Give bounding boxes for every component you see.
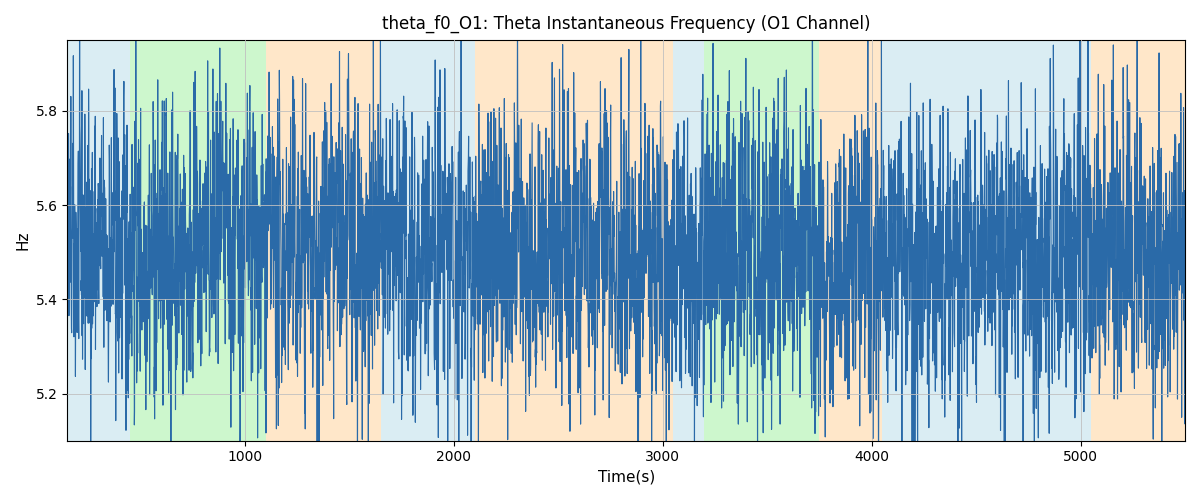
- Title: theta_f0_O1: Theta Instantaneous Frequency (O1 Channel): theta_f0_O1: Theta Instantaneous Frequen…: [382, 15, 870, 34]
- Bar: [1091, 40, 1184, 440]
- Bar: [380, 40, 475, 440]
- Bar: [673, 40, 704, 440]
- X-axis label: Time(s): Time(s): [598, 470, 655, 485]
- Bar: [475, 40, 673, 440]
- Bar: [130, 40, 265, 440]
- Y-axis label: Hz: Hz: [16, 230, 30, 250]
- Bar: [882, 40, 1091, 440]
- Bar: [704, 40, 820, 440]
- Bar: [67, 40, 130, 440]
- Bar: [265, 40, 380, 440]
- Bar: [820, 40, 882, 440]
